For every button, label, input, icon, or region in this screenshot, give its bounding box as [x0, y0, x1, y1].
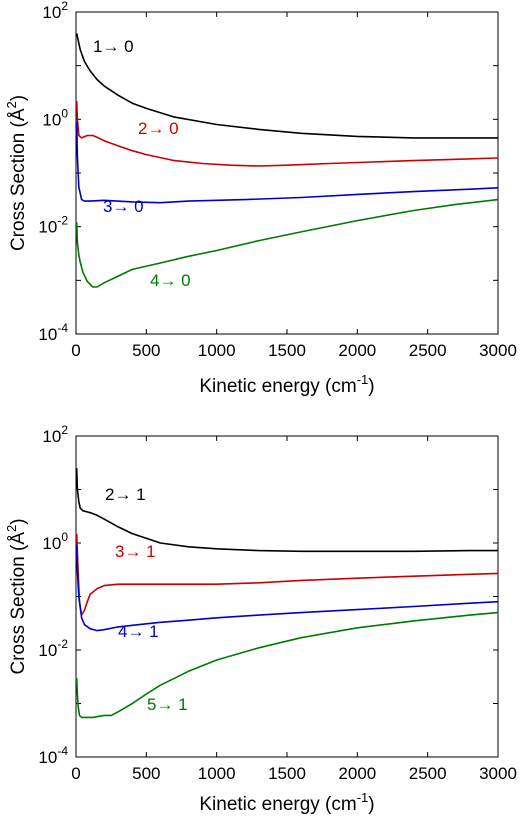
- x-tick-label: 0: [71, 341, 80, 360]
- y-tick-exponent: -2: [57, 637, 68, 651]
- x-tick-label: 3000: [479, 341, 517, 360]
- y-tick-base: 10: [38, 218, 57, 237]
- series-line-3: [75, 121, 499, 204]
- y-axis-label-close: ): [8, 95, 29, 101]
- y-tick-base: 10: [38, 748, 57, 767]
- x-tick-label: 3000: [479, 764, 517, 783]
- series-line-4: [75, 198, 499, 288]
- y-tick-exponent: 2: [61, 0, 68, 13]
- series-line-1: [75, 33, 498, 139]
- x-axis-label-text: Kinetic energy (cm: [199, 376, 356, 397]
- series-label-4: 5→ 1: [147, 695, 188, 714]
- y-tick-base: 10: [38, 325, 57, 344]
- series-line-2: [75, 100, 499, 167]
- y-tick-label: 102: [42, 423, 68, 446]
- x-axis-label: Kinetic energy (cm-1): [199, 790, 374, 815]
- chart-panel-1: 0 500 1000 1500 2000 2500 300010-410-2100102Ki…: [4, 0, 517, 397]
- y-tick-label: 10-4: [38, 744, 68, 767]
- series-line-2: [75, 533, 499, 616]
- y-tick-exponent: -2: [57, 214, 68, 228]
- y-tick-exponent: -4: [57, 744, 68, 758]
- series-line-3: [75, 545, 499, 632]
- plot-frame: [75, 11, 499, 335]
- y-tick-exponent: 0: [61, 106, 68, 120]
- series-label-1: 2→ 1: [105, 485, 146, 504]
- series-label-2: 3→ 1: [115, 542, 156, 561]
- y-axis-label-close: ): [8, 518, 29, 524]
- y-tick-label: 10-4: [38, 321, 68, 344]
- y-tick-base: 10: [42, 534, 61, 553]
- y-tick-exponent: -4: [57, 321, 68, 335]
- y-tick-label: 102: [42, 0, 68, 22]
- x-tick-label: 1000: [198, 341, 236, 360]
- x-axis-label-sup: -1: [357, 790, 369, 805]
- x-axis-label: Kinetic energy (cm-1): [199, 372, 374, 397]
- y-axis-label-text: Cross Section (Å: [8, 532, 29, 675]
- x-axis-label-text: Kinetic energy (cm: [199, 794, 356, 815]
- y-tick-base: 10: [42, 427, 61, 446]
- series-label-3: 4→ 1: [118, 622, 159, 641]
- y-tick-exponent: 0: [61, 530, 68, 544]
- x-axis-label-sup: -1: [357, 372, 369, 387]
- y-tick-label: 10-2: [38, 214, 68, 237]
- x-tick-label: 2000: [338, 764, 376, 783]
- series-line-1: [75, 468, 498, 553]
- x-tick-label: 1500: [268, 341, 306, 360]
- x-tick-label: 500: [132, 764, 160, 783]
- x-tick-label: 2000: [338, 341, 376, 360]
- y-tick-label: 10-2: [38, 637, 68, 660]
- x-axis-label-close: ): [368, 794, 374, 815]
- x-tick-label: 0: [71, 764, 80, 783]
- y-tick-base: 10: [42, 110, 61, 129]
- series-label-4: 4→ 0: [150, 271, 191, 290]
- x-tick-label: 2500: [409, 764, 447, 783]
- y-tick-exponent: 2: [61, 423, 68, 437]
- chart-panel-2: 0 500 1000 1500 2000 2500 300010-410-2100102Ki…: [4, 423, 517, 815]
- x-tick-label: 1500: [268, 764, 306, 783]
- series-line-4: [75, 611, 499, 719]
- x-tick-label: 2500: [409, 341, 447, 360]
- y-tick-base: 10: [38, 641, 57, 660]
- series-label-1: 1→ 0: [93, 37, 134, 56]
- y-axis-label-text: Cross Section (Å: [8, 108, 29, 251]
- x-tick-label: 1000: [198, 764, 236, 783]
- y-axis-label: Cross Section (Å2): [4, 95, 29, 251]
- series-label-2: 2→ 0: [138, 119, 179, 138]
- series-label-3: 3→ 0: [103, 197, 144, 216]
- y-tick-base: 10: [42, 3, 61, 22]
- x-tick-label: 500: [132, 341, 160, 360]
- y-axis-label-sup: 2: [4, 525, 19, 532]
- y-axis-label: Cross Section (Å2): [4, 518, 29, 674]
- x-axis-label-close: ): [368, 376, 374, 397]
- y-axis-label-sup: 2: [4, 101, 19, 108]
- y-tick-label: 100: [42, 530, 68, 553]
- y-tick-label: 100: [42, 106, 68, 129]
